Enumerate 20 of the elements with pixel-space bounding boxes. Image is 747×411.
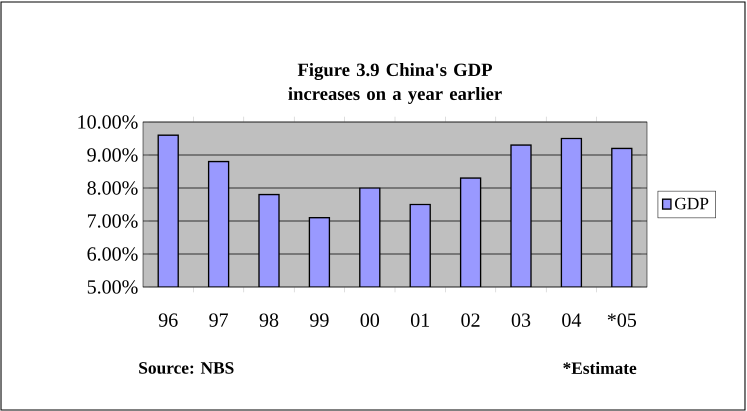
source-note: Source: NBS — [139, 362, 234, 374]
y-tick-label: 7.00% — [88, 214, 138, 228]
x-tick-label: 97 — [209, 313, 228, 327]
x-tick-label: *05 — [608, 313, 636, 327]
y-tick-label: 10.00% — [78, 115, 138, 129]
legend-label: GDP — [674, 198, 708, 210]
x-tick-label: 98 — [260, 313, 278, 327]
x-tick-label: 01 — [410, 313, 430, 327]
y-tick-label: 8.00% — [87, 181, 138, 195]
text: *Estimate — [563, 362, 636, 374]
x-tick-label: 99 — [310, 313, 329, 327]
x-tick-label: 03 — [512, 313, 530, 327]
x-tick-label: 02 — [461, 313, 480, 327]
y-tick-label: 6.00% — [87, 247, 138, 261]
y-tick-label: 9.00% — [87, 148, 138, 162]
x-tick-label: 96 — [158, 313, 178, 327]
chart-title: Figure 3.9 China's GDP increases on a year earlier — [288, 62, 502, 104]
x-tick-label: 04 — [562, 313, 582, 327]
x-tick-label: 00 — [360, 313, 380, 327]
y-tick-label: 5.00% — [88, 280, 138, 294]
